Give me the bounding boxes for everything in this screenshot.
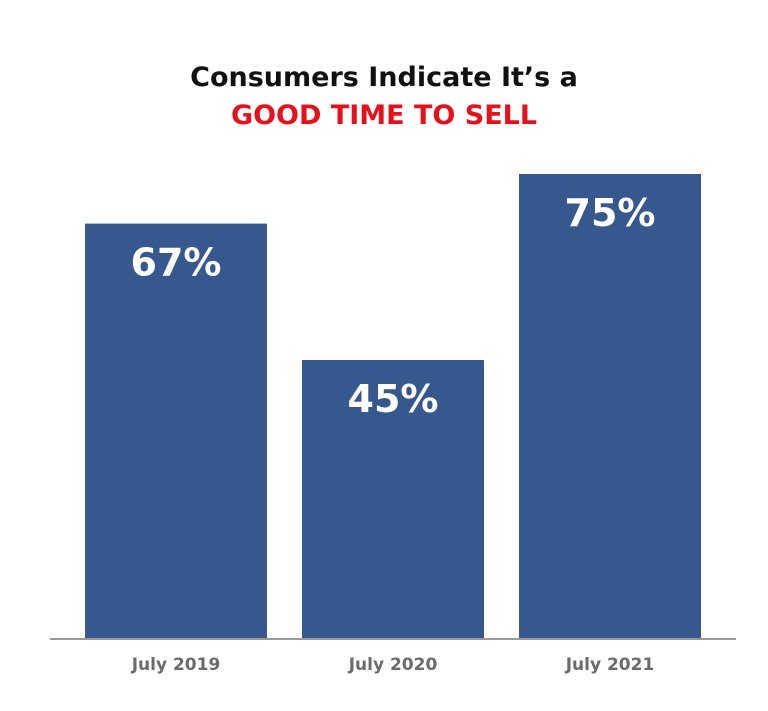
x-tick-label: July 2021 bbox=[565, 655, 655, 675]
bar-july-2019 bbox=[85, 223, 267, 639]
x-tick-labels-group: July 2019 July 2020 July 2021 bbox=[131, 655, 655, 675]
bar-value-label: 75% bbox=[565, 191, 656, 235]
bar-july-2021 bbox=[519, 174, 701, 639]
x-tick-label: July 2019 bbox=[131, 655, 221, 675]
bar-labels-group: 67% 45% 75% bbox=[131, 191, 656, 421]
x-tick-label: July 2020 bbox=[348, 655, 438, 675]
chart-subtitle: GOOD TIME TO SELL bbox=[231, 100, 537, 131]
bar-july-2020 bbox=[302, 360, 484, 639]
bar-value-label: 67% bbox=[131, 241, 222, 285]
bar-value-label: 45% bbox=[348, 377, 439, 421]
bars-group bbox=[85, 174, 701, 639]
chart-title: Consumers Indicate It’s a bbox=[190, 62, 578, 93]
